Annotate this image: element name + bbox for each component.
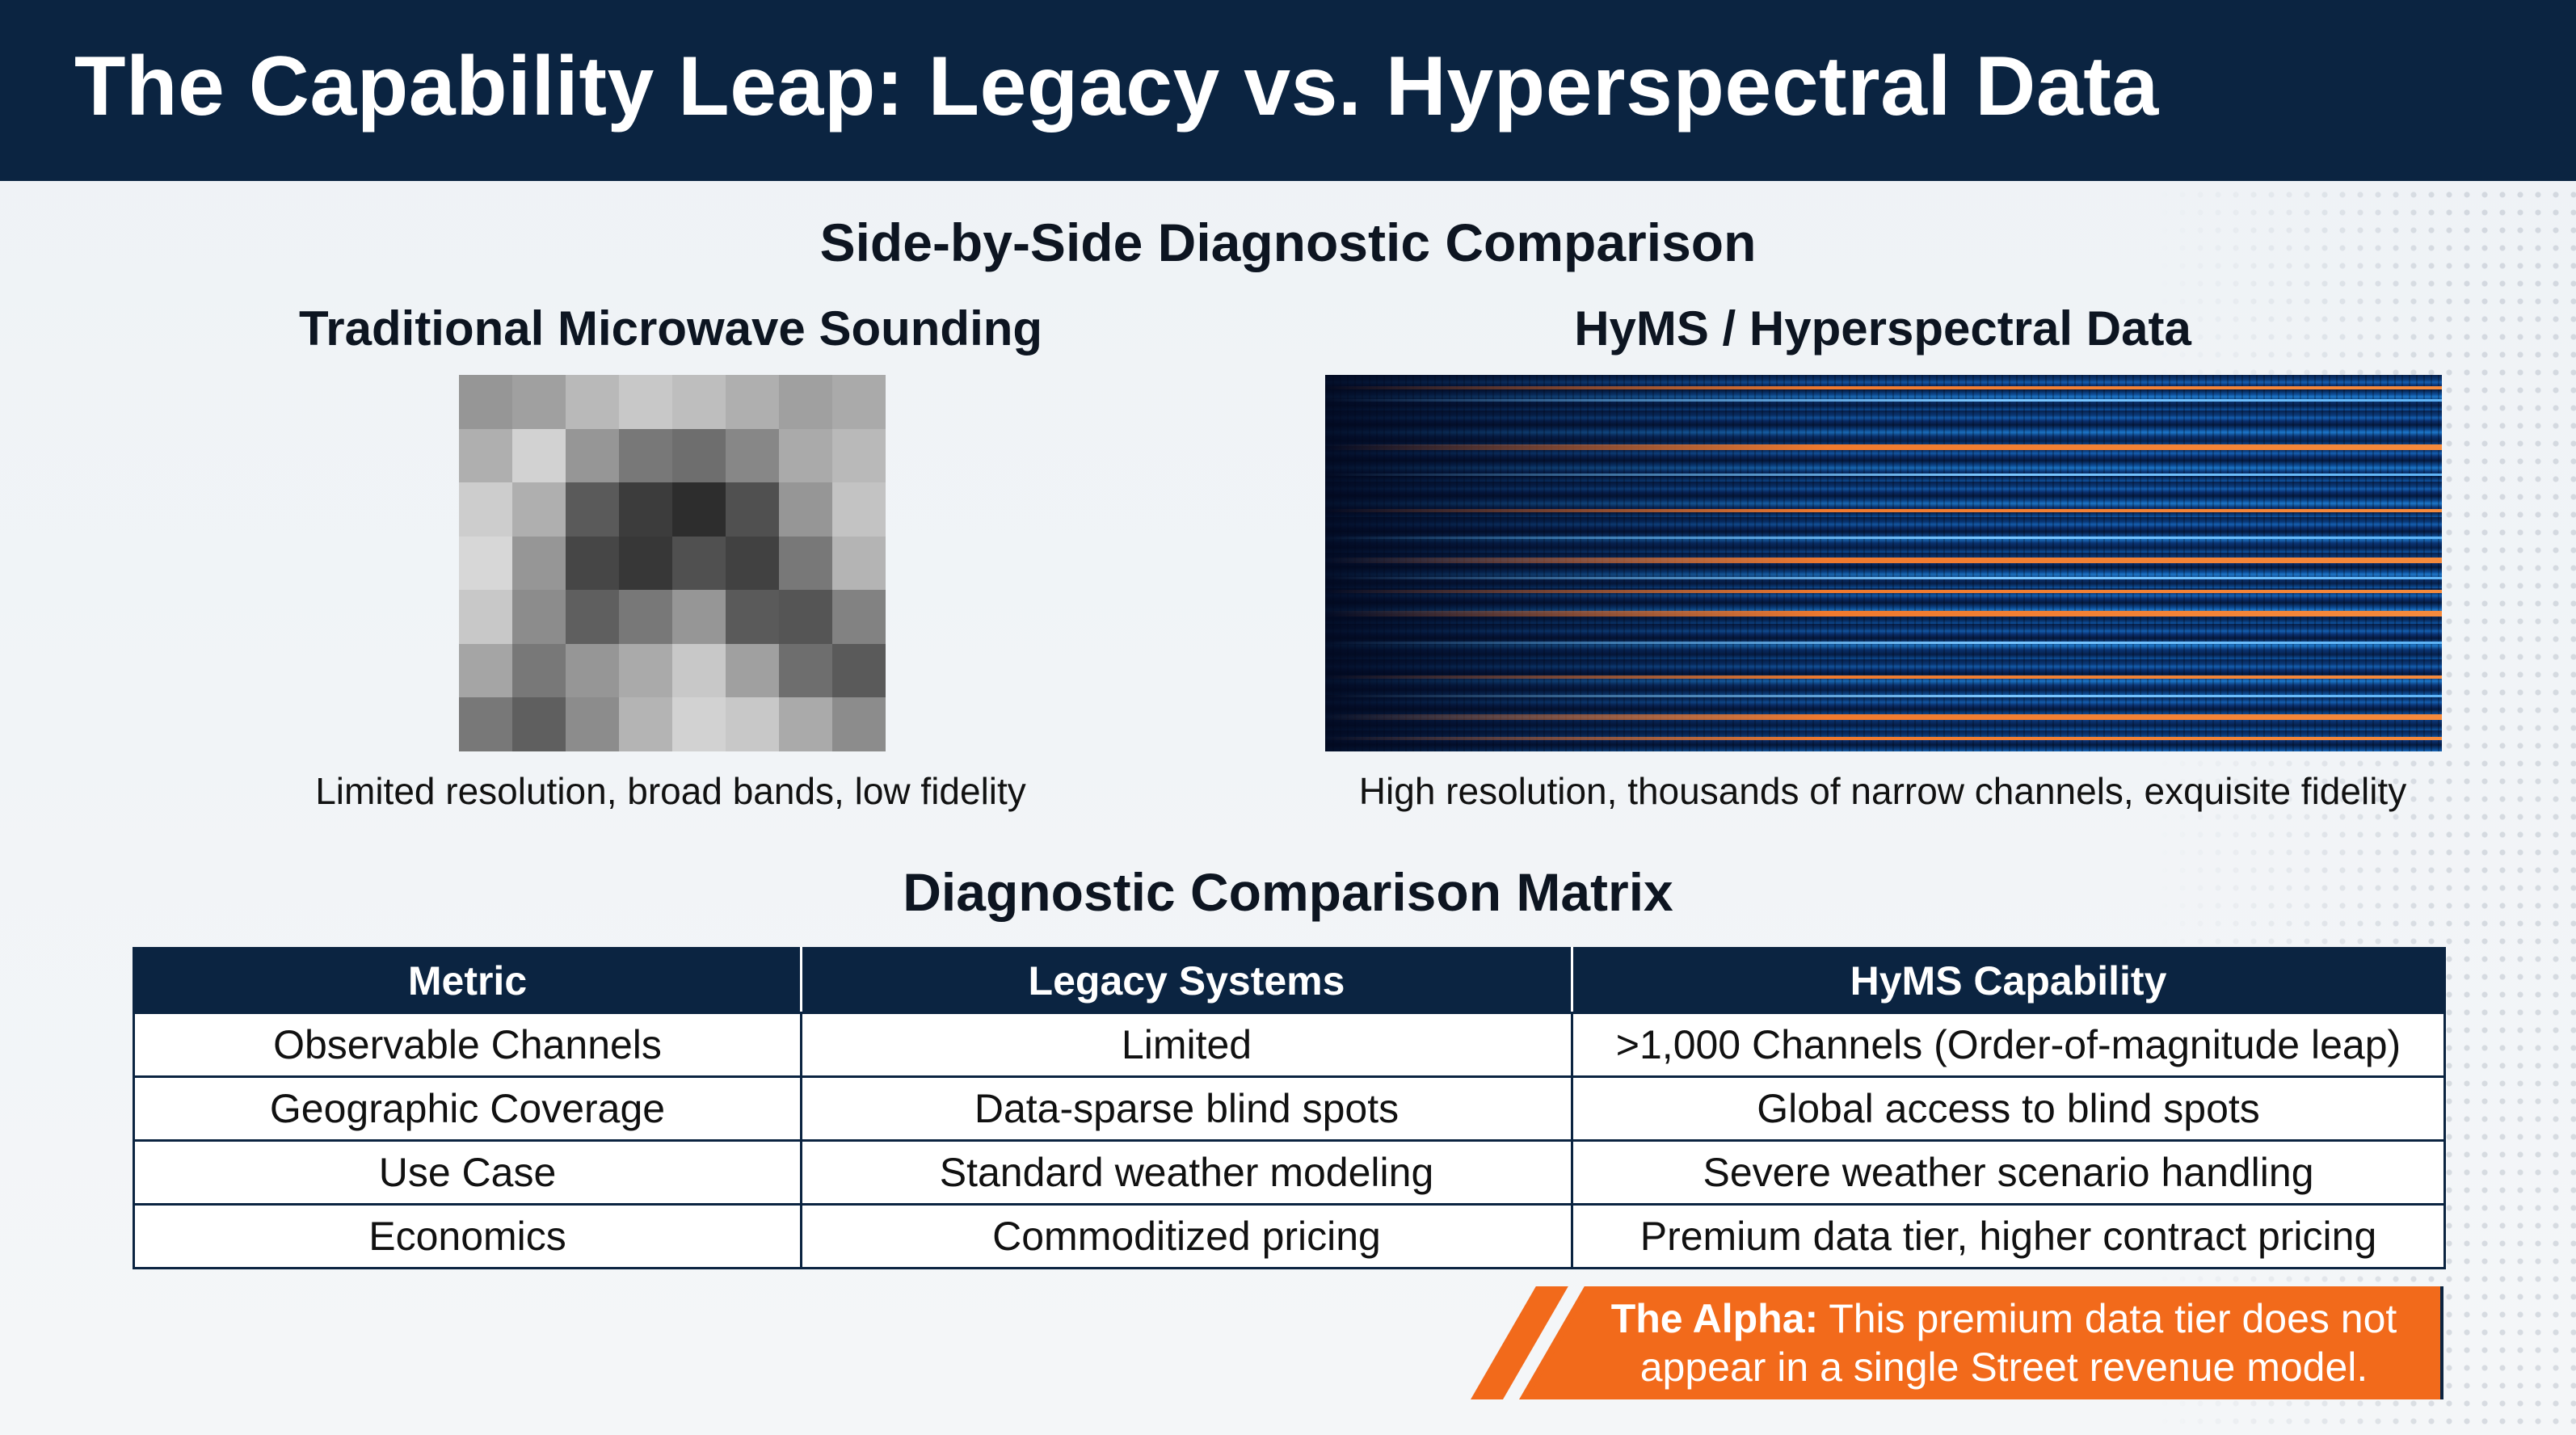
pixel-block (672, 482, 726, 537)
pixel-block (779, 536, 832, 591)
pixel-block (459, 375, 512, 429)
pixel-block (832, 375, 886, 429)
pixel-block (566, 428, 619, 483)
pixel-block (832, 643, 886, 698)
cell-hyms: >1,000 Channels (Order-of-magnitude leap… (1571, 1012, 2446, 1078)
cell-legacy: Data-sparse blind spots (800, 1075, 1573, 1142)
microwave-pixelated-image (459, 375, 886, 751)
cell-metric: Geographic Coverage (133, 1075, 802, 1142)
pixel-block (566, 482, 619, 537)
table-row: Economics Commoditized pricing Premium d… (133, 1203, 2446, 1269)
pixel-block (726, 428, 779, 483)
comparison-matrix-table: Metric Legacy Systems HyMS Capability Ob… (133, 947, 2446, 1269)
header-metric: Metric (133, 947, 802, 1014)
pixel-block (566, 643, 619, 698)
pixel-block (779, 590, 832, 644)
pixel-block (459, 428, 512, 483)
pixel-block (726, 697, 779, 751)
pixel-block (459, 697, 512, 751)
pixel-block (672, 536, 726, 591)
alpha-callout-label: The Alpha: (1610, 1296, 1819, 1341)
pixel-block (779, 375, 832, 429)
legacy-panel-title: Traditional Microwave Sounding (298, 301, 1043, 356)
pixel-block (459, 643, 512, 698)
cell-metric: Economics (133, 1203, 802, 1269)
alpha-callout-box (1527, 1286, 2443, 1399)
pixel-block (512, 482, 566, 537)
pixel-block (619, 375, 672, 429)
pixel-block (832, 697, 886, 751)
pixel-block (512, 428, 566, 483)
pixel-block (832, 536, 886, 591)
pixel-block (619, 590, 672, 644)
pixel-block (832, 590, 886, 644)
cell-metric: Observable Channels (133, 1012, 802, 1078)
cell-legacy: Commoditized pricing (800, 1203, 1573, 1269)
alpha-callout-body: This premium data tier does not appear i… (1639, 1296, 2397, 1390)
pixel-block (726, 536, 779, 591)
pixel-block (672, 590, 726, 644)
alpha-callout-text: The Alpha: This premium data tier does n… (1576, 1294, 2432, 1391)
pixel-block (566, 536, 619, 591)
pixel-block (672, 428, 726, 483)
hyperspectral-image (1325, 375, 2442, 751)
legacy-caption: Limited resolution, broad bands, low fid… (315, 770, 1026, 812)
pixel-block (832, 482, 886, 537)
cell-hyms: Severe weather scenario handling (1571, 1139, 2446, 1206)
pixel-block (672, 697, 726, 751)
pixel-block (566, 590, 619, 644)
cell-legacy: Standard weather modeling (800, 1139, 1573, 1206)
title-bar: The Capability Leap: Legacy vs. Hyperspe… (0, 0, 2576, 181)
cell-legacy: Limited (800, 1012, 1573, 1078)
header-legacy-systems: Legacy Systems (800, 947, 1573, 1014)
pixel-block (619, 482, 672, 537)
pixel-block (459, 536, 512, 591)
pixel-block (566, 375, 619, 429)
pixel-block (619, 536, 672, 591)
pixel-block (512, 643, 566, 698)
pixel-block (726, 590, 779, 644)
pixel-block (779, 428, 832, 483)
pixel-block (779, 697, 832, 751)
table-header-row: Metric Legacy Systems HyMS Capability (133, 947, 2446, 1014)
hyms-caption: High resolution, thousands of narrow cha… (1358, 770, 2407, 812)
header-hyms-capability: HyMS Capability (1571, 947, 2446, 1014)
pixel-block (726, 643, 779, 698)
pixel-block (459, 482, 512, 537)
pixel-block (512, 590, 566, 644)
hyms-panel-title: HyMS / Hyperspectral Data (1574, 301, 2191, 356)
pixel-block (512, 536, 566, 591)
slide-title: The Capability Leap: Legacy vs. Hyperspe… (74, 40, 2159, 133)
pixel-block (779, 482, 832, 537)
comparison-title: Side-by-Side Diagnostic Comparison (819, 213, 1757, 272)
cell-metric: Use Case (133, 1139, 802, 1206)
pixel-block (779, 643, 832, 698)
matrix-title: Diagnostic Comparison Matrix (903, 862, 1673, 922)
table-row: Geographic Coverage Data-sparse blind sp… (133, 1075, 2446, 1142)
table-row: Observable Channels Limited >1,000 Chann… (133, 1012, 2446, 1078)
pixel-block (459, 590, 512, 644)
cell-hyms: Global access to blind spots (1571, 1075, 2446, 1142)
pixel-block (832, 428, 886, 483)
pixel-block (726, 482, 779, 537)
pixel-block (512, 697, 566, 751)
pixel-block (672, 643, 726, 698)
table-row: Use Case Standard weather modeling Sever… (133, 1139, 2446, 1206)
pixel-block (672, 375, 726, 429)
cell-hyms: Premium data tier, higher contract prici… (1571, 1203, 2446, 1269)
pixel-block (619, 428, 672, 483)
pixel-block (512, 375, 566, 429)
pixel-block (619, 643, 672, 698)
pixel-block (566, 697, 619, 751)
pixel-block (619, 697, 672, 751)
pixel-block (726, 375, 779, 429)
